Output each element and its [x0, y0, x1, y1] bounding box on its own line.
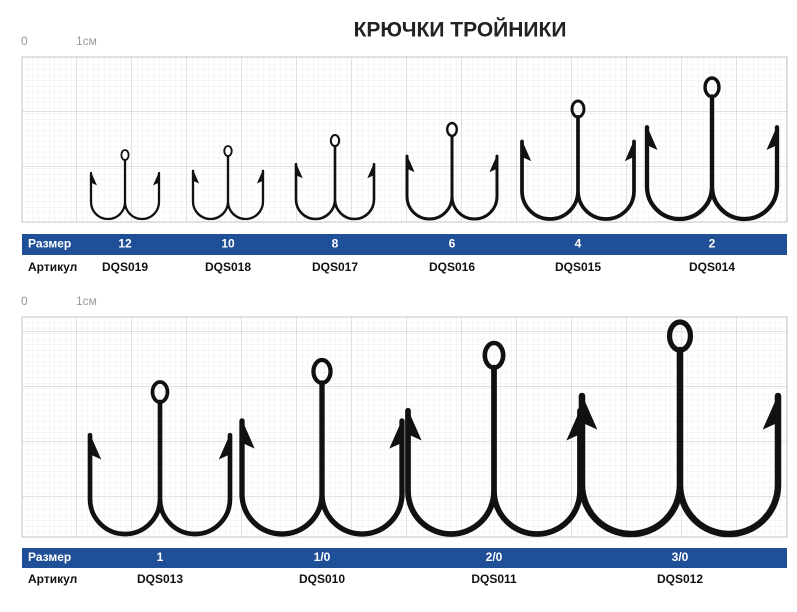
hook-eye — [703, 76, 721, 99]
hook-barb — [389, 420, 403, 449]
hook — [87, 399, 233, 537]
hook-barb — [581, 395, 598, 430]
hook-eye — [446, 121, 459, 138]
hook — [239, 380, 405, 537]
hook-barb — [256, 170, 264, 184]
scale-unit: 1см — [76, 294, 97, 308]
article: DQS011 — [471, 572, 517, 586]
article: DQS010 — [299, 572, 345, 586]
hook — [89, 158, 161, 221]
hook — [405, 364, 583, 537]
hook-eye — [329, 133, 341, 148]
size: 2 — [709, 237, 716, 251]
hook-barb — [406, 155, 415, 173]
hook-barb — [367, 164, 375, 179]
article: DQS018 — [205, 260, 251, 274]
article: DQS017 — [312, 260, 358, 274]
size: 12 — [118, 237, 132, 251]
hook-barb — [295, 164, 303, 179]
size-bar — [22, 548, 787, 568]
size: 6 — [449, 237, 456, 251]
hook-barb — [89, 434, 102, 460]
article: DQS013 — [137, 572, 183, 586]
hook-barb — [90, 172, 97, 186]
article: DQS012 — [657, 572, 703, 586]
hook-barb — [489, 155, 498, 173]
hook — [294, 144, 376, 221]
article: DQS016 — [429, 260, 475, 274]
hook — [644, 94, 780, 222]
size: 10 — [221, 237, 235, 251]
hook — [520, 115, 636, 221]
hook-barb — [218, 434, 231, 460]
hook-barb — [521, 141, 532, 162]
title: КРЮЧКИ ТРОЙНИКИ — [354, 18, 567, 42]
scale-unit: 1см — [76, 34, 97, 48]
size: 8 — [332, 237, 339, 251]
size-label: Размер — [28, 237, 71, 251]
hook — [578, 346, 782, 538]
article: DQS015 — [555, 260, 601, 274]
size-label: Размер — [28, 550, 71, 564]
hook-eye — [570, 99, 586, 119]
hook-barb — [762, 395, 779, 430]
article-label: Артикул — [28, 572, 77, 586]
size: 2/0 — [486, 550, 503, 564]
hook-eye — [223, 145, 233, 157]
size: 3/0 — [672, 550, 689, 564]
hook-eye — [311, 357, 333, 385]
hook-eye — [666, 319, 694, 353]
scale-zero: 0 — [21, 294, 28, 308]
hook-barb — [766, 127, 778, 150]
size: 1 — [157, 550, 164, 564]
hook-barb — [646, 127, 658, 150]
article: DQS014 — [689, 260, 735, 274]
size-bar — [22, 234, 787, 255]
hook-barb — [566, 410, 581, 441]
article: DQS019 — [102, 260, 148, 274]
panels: 0 1смРазмерАртикул12DQS01910DQS0188DQS017… — [21, 34, 788, 586]
hook-eye — [482, 340, 506, 370]
hook — [405, 134, 499, 221]
article-label: Артикул — [28, 260, 77, 274]
hook-barb — [153, 172, 160, 186]
hook-barb — [241, 420, 255, 449]
hook-eye — [150, 380, 170, 404]
hook-barb — [407, 410, 422, 441]
scale-zero: 0 — [21, 34, 28, 48]
hook-eye — [120, 149, 130, 161]
hook-barb — [624, 141, 635, 162]
size: 1/0 — [314, 550, 331, 564]
hook-barb — [192, 170, 200, 184]
hook — [191, 154, 265, 221]
size: 4 — [575, 237, 582, 251]
grid — [21, 56, 788, 223]
